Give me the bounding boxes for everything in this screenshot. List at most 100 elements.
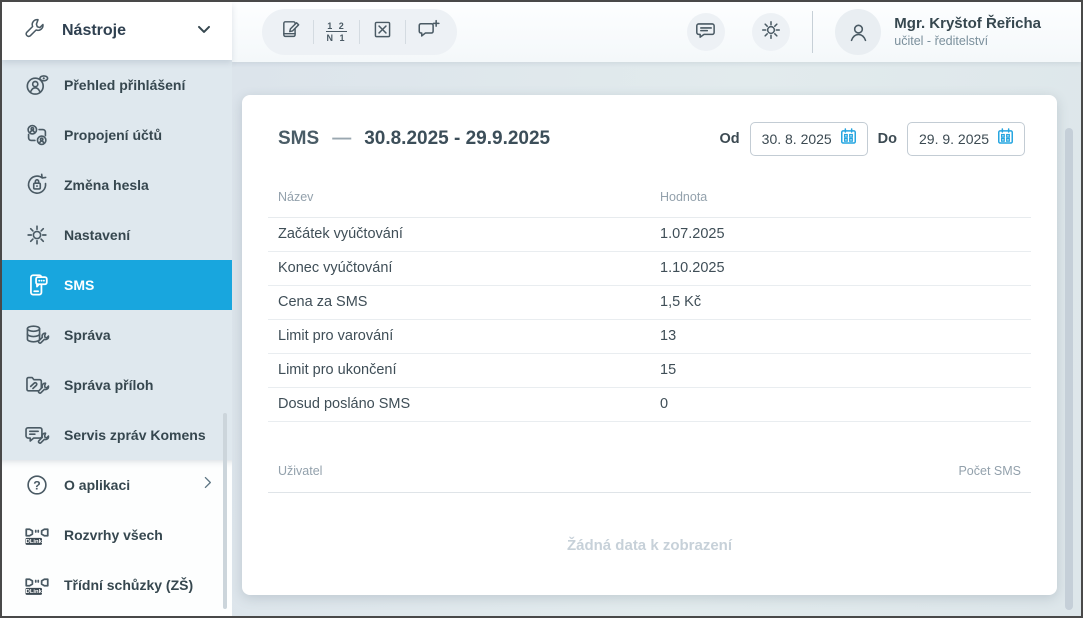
page-title-text: SMS bbox=[278, 128, 320, 149]
sidebar-item-sprava[interactable]: Správa bbox=[2, 310, 232, 360]
sidebar-item-label: Propojení účtů bbox=[64, 127, 162, 143]
setting-value: 1.10.2025 bbox=[650, 251, 1031, 286]
content-area: SMS — 30.8.2025 - 29.9.2025 Od Do bbox=[232, 62, 1081, 616]
user-menu[interactable]: Mgr. Kryštof Řeřicha učitel - ředitelstv… bbox=[835, 9, 1041, 55]
sidebar-item-label: Servis zpráv Komens bbox=[64, 427, 206, 443]
from-date-input[interactable] bbox=[761, 131, 838, 147]
empty-state-message: Žádná data k zobrazení bbox=[566, 537, 733, 554]
about-icon: ? bbox=[20, 471, 54, 499]
sidebar-item-servis-zprav-komens[interactable]: Servis zpráv Komens bbox=[2, 410, 232, 460]
to-date-input[interactable] bbox=[919, 131, 995, 147]
new-message-icon bbox=[416, 17, 442, 48]
sidebar-item-prehled-prihlaseni[interactable]: Přehled přihlášení bbox=[2, 60, 232, 110]
sidebar-item-tridni-schuzky[interactable]: DLink Třídní schůzky (ZŠ) bbox=[2, 560, 232, 610]
users-table-header: Uživatel Počet SMS bbox=[268, 464, 1031, 493]
sms-settings-table: Název Hodnota Začátek vyúčtování 1.07.20… bbox=[268, 182, 1031, 422]
column-header-pocet-sms: Počet SMS bbox=[958, 464, 1021, 478]
dlink-icon: DLink bbox=[20, 570, 54, 600]
sidebar-item-label: Správa příloh bbox=[64, 377, 154, 393]
setting-value: 13 bbox=[650, 319, 1031, 354]
avatar bbox=[835, 9, 882, 55]
sms-card: SMS — 30.8.2025 - 29.9.2025 Od Do bbox=[242, 95, 1057, 595]
message-icon bbox=[693, 17, 719, 48]
setting-name: Začátek vyúčtování bbox=[268, 217, 650, 252]
password-change-icon bbox=[20, 171, 54, 199]
setting-value: 0 bbox=[650, 387, 1031, 422]
title-separator: — bbox=[332, 128, 352, 149]
sidebar-item-nastaveni[interactable]: Nastavení bbox=[2, 210, 232, 260]
sidebar-item-label: Změna hesla bbox=[64, 177, 149, 193]
toolbar-divider bbox=[313, 20, 314, 44]
sidebar-scrollbar[interactable] bbox=[223, 413, 227, 609]
setting-name: Konec vyúčtování bbox=[268, 251, 650, 286]
column-header-hodnota: Hodnota bbox=[650, 182, 1031, 218]
calendar-icon[interactable] bbox=[838, 126, 859, 152]
setting-value: 1.07.2025 bbox=[650, 217, 1031, 252]
toolbar-divider bbox=[405, 20, 406, 44]
sidebar-item-label: Třídní schůzky (ZŠ) bbox=[64, 577, 194, 593]
user-name: Mgr. Kryštof Řeřicha bbox=[894, 14, 1041, 32]
sidebar-item-label: SMS bbox=[64, 277, 95, 293]
tools-menu-header[interactable]: Nástroje bbox=[2, 2, 232, 60]
svg-text:DLink: DLink bbox=[26, 589, 43, 595]
tools-menu-label: Nástroje bbox=[62, 22, 127, 39]
sidebar-item-label: Nastavení bbox=[64, 227, 131, 243]
chevron-down-icon bbox=[194, 19, 214, 44]
class-book-icon bbox=[278, 17, 303, 47]
main-area: 1 2 N 1 bbox=[232, 2, 1081, 616]
to-date-field bbox=[907, 122, 1025, 156]
sidebar-item-label: Rozvrhy všech bbox=[64, 527, 163, 543]
content-scrollbar[interactable] bbox=[1065, 128, 1073, 610]
sidebar-item-zmena-hesla[interactable]: Změna hesla bbox=[2, 160, 232, 210]
gear-icon bbox=[758, 17, 784, 48]
sidebar-item-sprava-priloh[interactable]: Správa příloh bbox=[2, 360, 232, 410]
topbar-right: Mgr. Kryštof Řeřicha učitel - ředitelstv… bbox=[687, 9, 1041, 55]
table-row: Začátek vyúčtování 1.07.2025 bbox=[268, 217, 1031, 252]
user-role: učitel - ředitelství bbox=[894, 34, 989, 49]
class-book-button[interactable] bbox=[268, 9, 313, 55]
setting-name: Limit pro varování bbox=[268, 319, 650, 354]
settings-button[interactable] bbox=[752, 13, 791, 51]
column-header-uzivatel: Uživatel bbox=[278, 464, 323, 478]
svg-text:DLink: DLink bbox=[26, 539, 43, 545]
sidebar: Nástroje Přehled přihlášení Propojení úč… bbox=[2, 2, 232, 616]
user-info: Mgr. Kryštof Řeřicha učitel - ředitelstv… bbox=[894, 15, 1041, 50]
date-range: 30.8.2025 - 29.9.2025 bbox=[364, 128, 551, 149]
table-row: Limit pro ukončení 15 bbox=[268, 353, 1031, 388]
grades-button[interactable]: 1 2 N 1 bbox=[314, 9, 359, 55]
sidebar-item-rozvrhy-vsech[interactable]: DLink Rozvrhy všech bbox=[2, 510, 232, 560]
dlink-icon: DLink bbox=[20, 520, 54, 550]
sidebar-item-label: O aplikaci bbox=[64, 477, 131, 493]
messages-button[interactable] bbox=[687, 13, 726, 51]
toolbar-divider bbox=[359, 20, 360, 44]
topbar: 1 2 N 1 bbox=[232, 2, 1081, 62]
linked-accounts-icon bbox=[20, 121, 54, 149]
sidebar-item-propojeni-uctu[interactable]: Propojení účtů bbox=[2, 110, 232, 160]
setting-name: Limit pro ukončení bbox=[268, 353, 650, 388]
chevron-right-icon bbox=[199, 474, 216, 496]
sidebar-menu-upper: Přehled přihlášení Propojení účtů Změna … bbox=[2, 60, 232, 460]
from-label: Od bbox=[719, 131, 740, 147]
setting-value: 15 bbox=[650, 353, 1031, 388]
table-row: Cena za SMS 1,5 Kč bbox=[268, 285, 1031, 320]
sidebar-item-sms[interactable]: SMS bbox=[2, 260, 232, 310]
table-row: Dosud posláno SMS 0 bbox=[268, 387, 1031, 422]
to-label: Do bbox=[877, 131, 897, 147]
from-date-field bbox=[749, 122, 868, 156]
page-title: SMS — 30.8.2025 - 29.9.2025 bbox=[278, 128, 550, 150]
sidebar-item-o-aplikaci[interactable]: ? O aplikaci bbox=[2, 460, 232, 510]
card-header: SMS — 30.8.2025 - 29.9.2025 Od Do bbox=[268, 95, 1031, 172]
table-row: Limit pro varování 13 bbox=[268, 319, 1031, 354]
topbar-divider bbox=[812, 11, 814, 53]
table-row: Konec vyúčtování 1.10.2025 bbox=[268, 251, 1031, 286]
absence-button[interactable] bbox=[360, 9, 405, 55]
database-admin-icon bbox=[20, 321, 54, 349]
absence-icon bbox=[370, 17, 395, 47]
calendar-icon[interactable] bbox=[995, 126, 1016, 152]
login-overview-icon bbox=[20, 71, 54, 99]
new-message-button[interactable] bbox=[406, 9, 451, 55]
setting-name: Dosud posláno SMS bbox=[268, 387, 650, 422]
date-filters: Od Do bbox=[710, 122, 1025, 156]
settings-gear-icon bbox=[20, 221, 54, 249]
